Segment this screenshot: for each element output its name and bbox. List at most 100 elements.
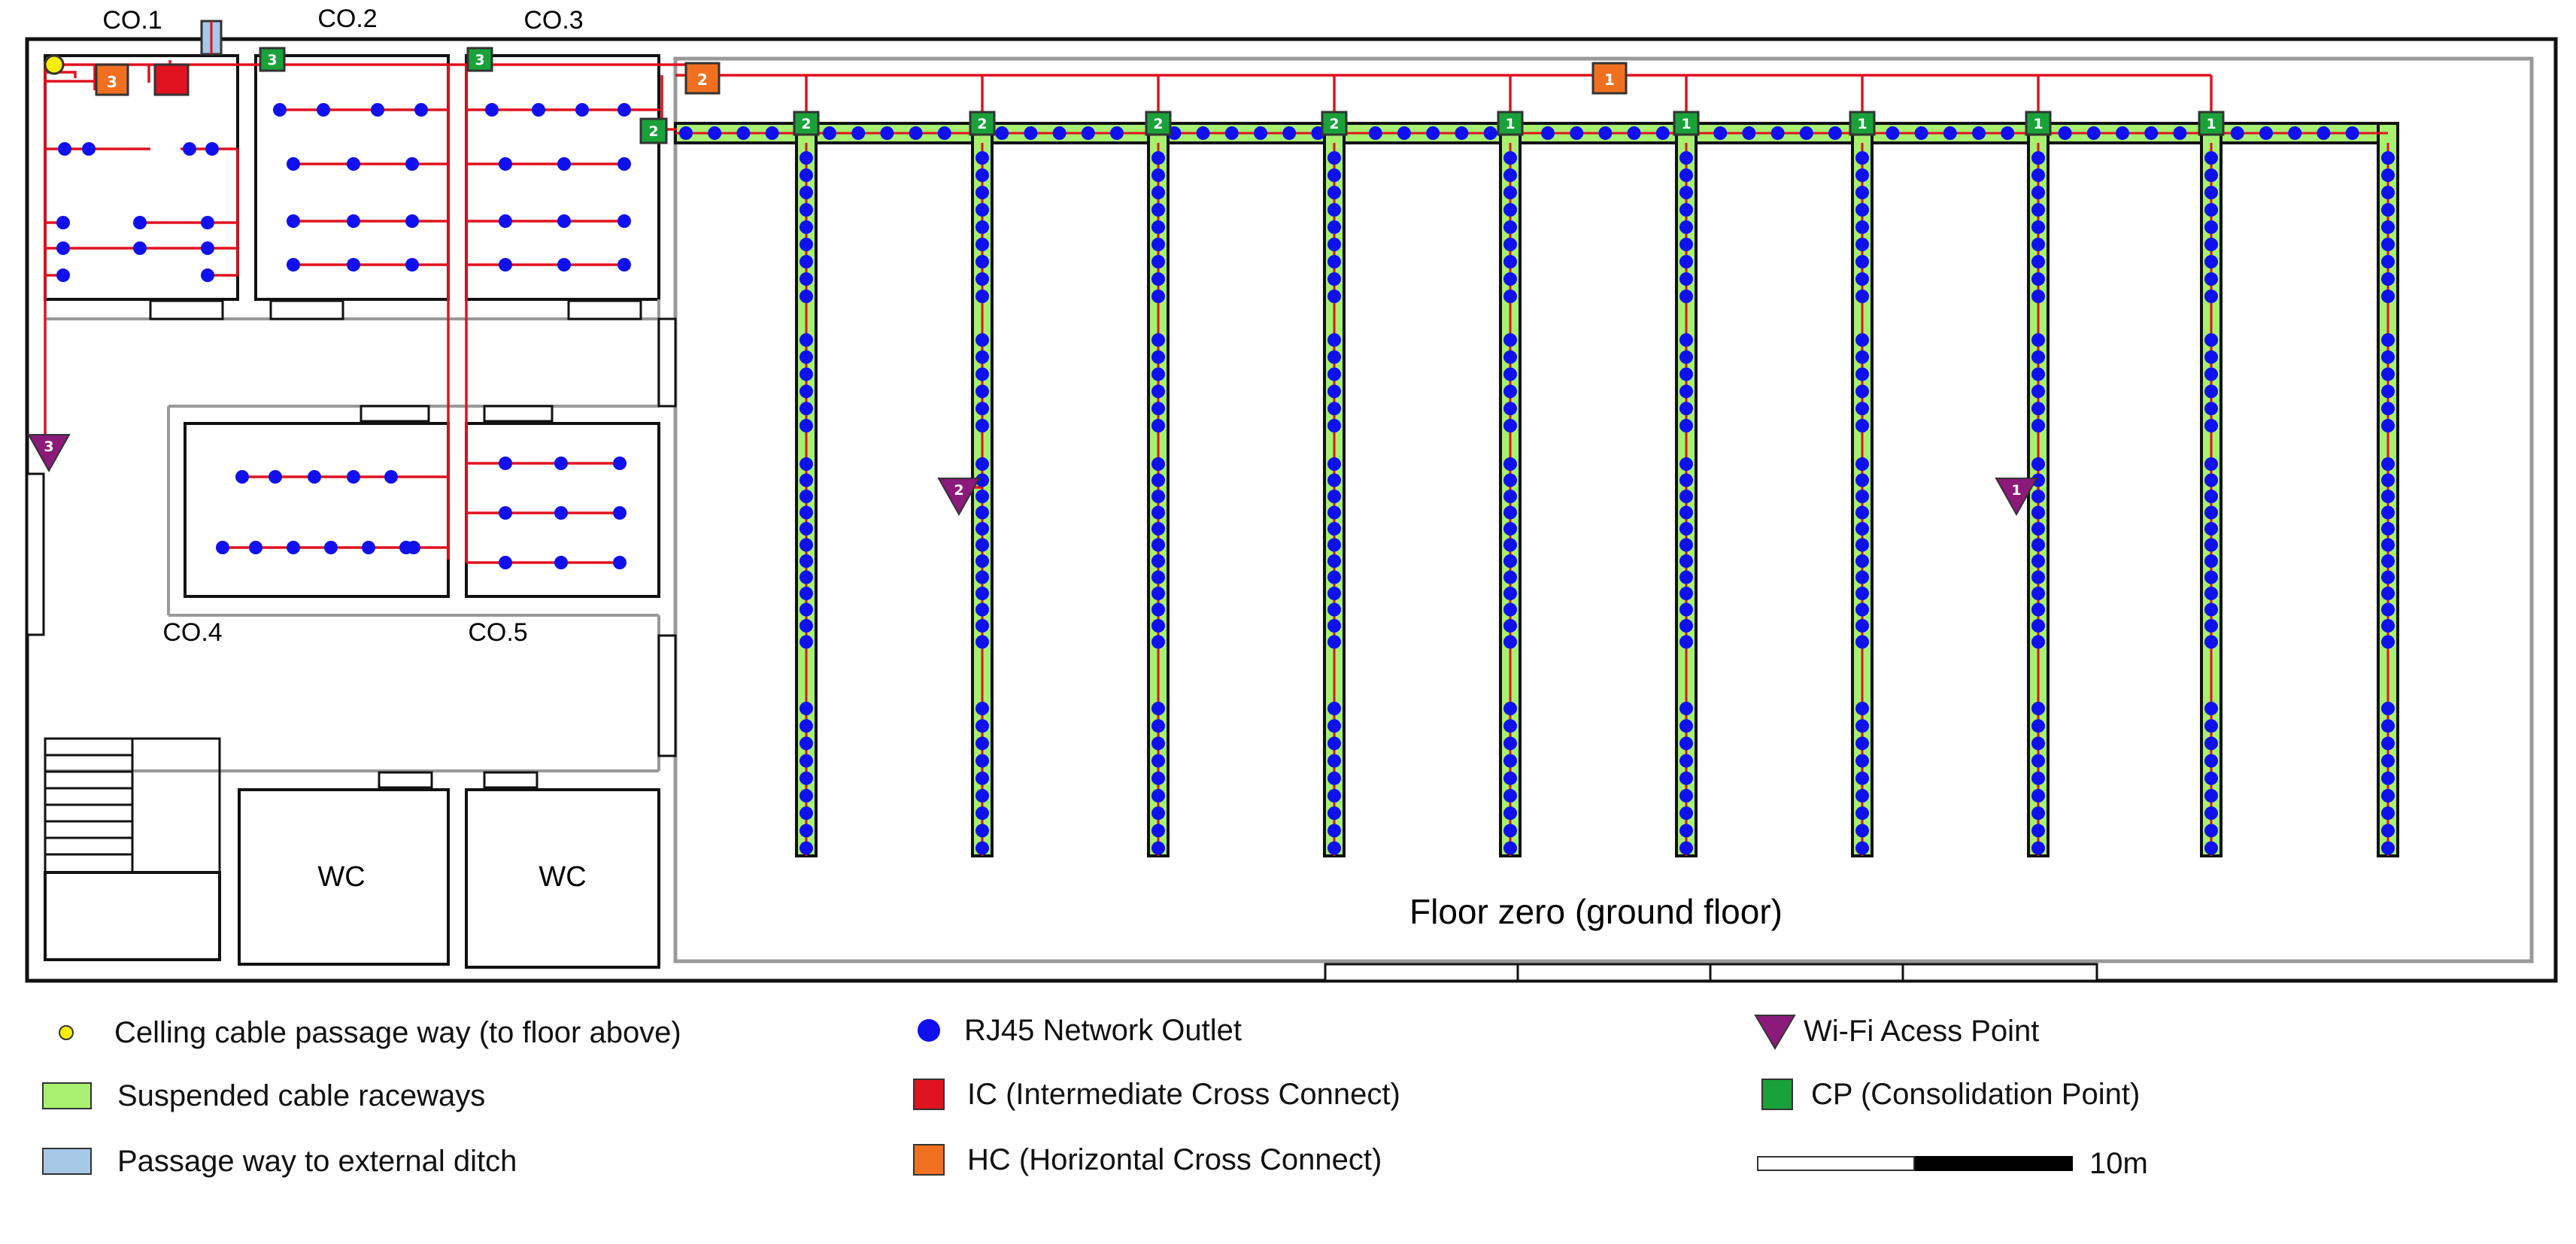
rj45-outlet xyxy=(133,241,147,255)
rj45-outlet xyxy=(975,402,989,416)
rj45-outlet xyxy=(2204,736,2218,751)
hc-label-main: 1 xyxy=(1604,71,1615,89)
rj45-outlet xyxy=(1855,384,1869,399)
ap-legend-icon xyxy=(1754,1015,1796,1050)
rj45-outlet xyxy=(2204,272,2218,286)
outlet-icon xyxy=(918,1019,940,1042)
rj45-outlet xyxy=(269,470,282,484)
rj45-outlet xyxy=(235,470,249,484)
rj45-outlet xyxy=(800,272,813,286)
rj45-outlet xyxy=(800,841,813,855)
rj45-outlet xyxy=(2381,168,2395,182)
rj45-outlet xyxy=(499,457,512,470)
rj45-outlet xyxy=(800,824,813,838)
rj45-outlet xyxy=(1855,841,1869,855)
rj45-outlet xyxy=(2173,126,2187,140)
rj45-outlet xyxy=(617,214,631,228)
rj45-outlet xyxy=(2381,457,2395,471)
rj45-outlet xyxy=(1455,126,1469,140)
rj45-outlet xyxy=(1770,126,1785,140)
rj45-outlet xyxy=(2381,719,2395,733)
rj45-outlet xyxy=(1151,255,1165,269)
rj45-outlet xyxy=(800,522,813,536)
rj45-outlet xyxy=(2381,367,2395,381)
rj45-outlet xyxy=(823,126,836,140)
rj45-outlet xyxy=(1855,290,1869,303)
hc-label-co3: 2 xyxy=(697,71,708,89)
ap-icon-1 xyxy=(1995,478,2038,517)
rj45-outlet xyxy=(2204,255,2218,269)
rj45-outlet xyxy=(1855,402,1869,416)
rj45-outlet xyxy=(1503,587,1517,600)
rj45-outlet xyxy=(2204,841,2218,855)
rj45-outlet xyxy=(1397,126,1411,140)
rj45-outlet xyxy=(2031,719,2045,733)
rj45-outlet xyxy=(800,490,813,503)
rj45-outlet xyxy=(2031,457,2045,471)
rj45-outlet xyxy=(1151,754,1165,768)
rj45-outlet xyxy=(1327,333,1341,347)
rj45-outlet xyxy=(800,736,813,751)
rj45-outlet xyxy=(1327,203,1341,217)
rj45-outlet xyxy=(1327,806,1341,821)
rj45-outlet xyxy=(216,541,229,554)
rj45-outlet xyxy=(205,142,219,156)
rj45-outlet xyxy=(2204,168,2218,182)
rj45-outlet xyxy=(800,570,813,584)
rj45-outlet xyxy=(287,541,300,554)
rj45-outlet xyxy=(2031,151,2045,165)
rj45-outlet xyxy=(1855,806,1869,821)
rj45-outlet xyxy=(1151,457,1165,471)
rj45-outlet xyxy=(2031,490,2045,503)
rj45-outlet xyxy=(2031,619,2045,633)
rj45-outlet xyxy=(1855,719,1869,733)
rj45-outlet xyxy=(975,168,989,182)
rj45-outlet xyxy=(2381,789,2395,803)
rj45-outlet xyxy=(800,350,813,364)
rj45-outlet xyxy=(1855,824,1869,838)
rj45-outlet xyxy=(2031,419,2045,432)
rj45-outlet xyxy=(2381,151,2395,165)
rj45-outlet xyxy=(575,103,589,117)
rj45-outlet xyxy=(1327,635,1341,649)
legend-raceways-text: Suspended cable raceways xyxy=(117,1079,486,1112)
rj45-outlet xyxy=(1503,554,1517,568)
rj45-outlet xyxy=(1855,220,1869,234)
rj45-outlet xyxy=(800,419,813,432)
rj45-outlet xyxy=(1679,168,1693,182)
rj45-outlet xyxy=(1151,522,1165,536)
rj45-outlet xyxy=(407,541,420,554)
rj45-outlet xyxy=(1679,473,1693,487)
rj45-outlet xyxy=(1151,290,1165,303)
rj45-outlet xyxy=(1679,151,1693,165)
rj45-outlet xyxy=(384,470,398,484)
rj45-outlet xyxy=(1855,168,1869,182)
rj45-outlet xyxy=(1679,841,1693,855)
cp-label-column: 2 xyxy=(801,116,811,132)
rj45-outlet xyxy=(1799,126,1813,140)
rj45-outlet xyxy=(1503,702,1517,715)
rj45-outlet xyxy=(499,214,512,228)
rj45-outlet xyxy=(1679,419,1693,432)
rj45-outlet xyxy=(1110,126,1124,140)
rj45-outlet xyxy=(1151,333,1165,347)
rj45-outlet xyxy=(1679,220,1693,234)
rj45-outlet xyxy=(1679,505,1693,520)
rj45-outlet xyxy=(2031,505,2045,520)
rj45-outlet xyxy=(1713,126,1728,140)
rj45-outlet xyxy=(2381,635,2395,649)
rj45-outlet xyxy=(613,556,627,569)
rj45-outlet xyxy=(2204,367,2218,381)
rj45-outlet xyxy=(937,126,951,140)
rj45-outlet xyxy=(800,402,813,416)
open-space-outline xyxy=(673,56,2534,963)
floor-label: Floor zero (ground floor) xyxy=(1409,892,1783,931)
rj45-outlet xyxy=(1327,736,1341,751)
rj45-outlet xyxy=(1679,587,1693,600)
rj45-outlet xyxy=(1151,220,1165,234)
rj45-outlet xyxy=(975,490,989,503)
rj45-outlet xyxy=(1503,824,1517,838)
raceways xyxy=(674,122,2399,857)
rj45-outlet xyxy=(2204,203,2218,217)
